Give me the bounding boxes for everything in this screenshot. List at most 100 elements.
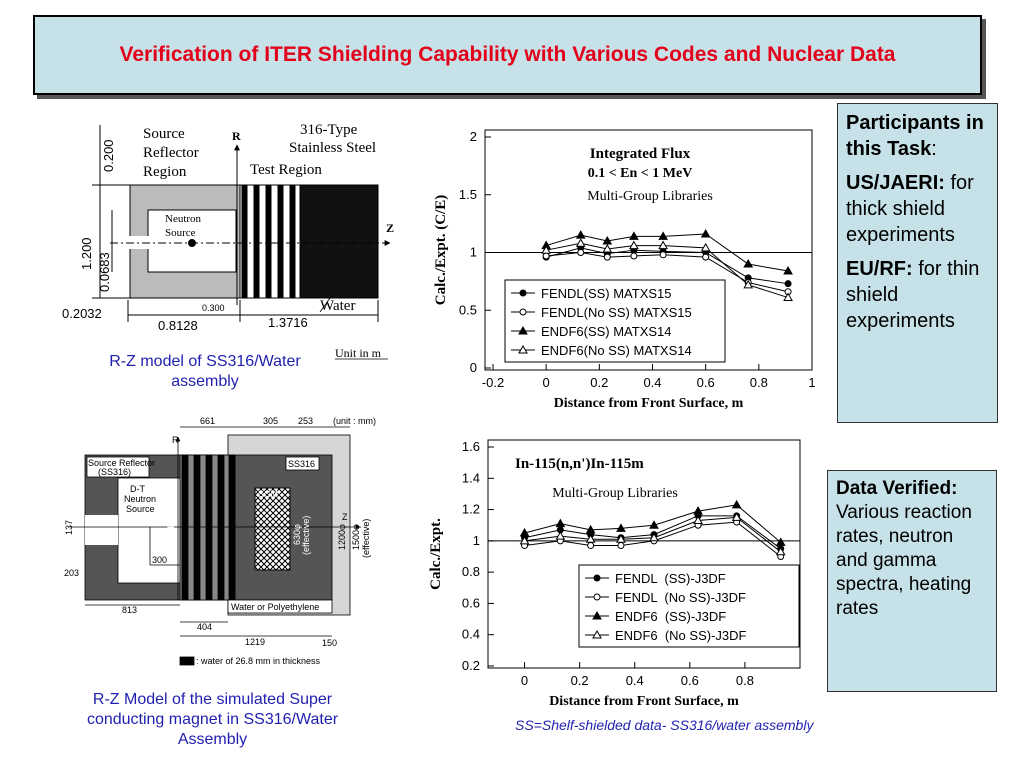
y-tick-label: 0.8 [462, 564, 480, 579]
x-tick-label: 0.6 [681, 673, 699, 688]
marker [775, 546, 786, 556]
marker [783, 292, 793, 302]
participant-name: US/JAERI: [846, 172, 945, 194]
series-line [524, 504, 782, 543]
marker [649, 520, 659, 529]
diagram1 [92, 125, 391, 360]
x-tick-label: 0.6 [697, 375, 715, 390]
participants-colon: : [931, 138, 937, 160]
marker [519, 535, 530, 545]
x-tick-label: 0.4 [643, 375, 661, 390]
y-tick-label: 0.5 [459, 302, 477, 317]
stripe [205, 454, 213, 601]
label: : water of 26.8 mm in thickness [196, 656, 321, 666]
stripe [217, 454, 225, 601]
chart-subtitle: 0.1 < En < 1 MeV [588, 166, 693, 181]
stripe [181, 454, 189, 601]
participant-name: EU/RF: [846, 258, 913, 280]
label: Source [126, 504, 155, 514]
marker [784, 280, 792, 288]
marker [541, 245, 552, 254]
label: D-T [130, 484, 145, 494]
label: SS316 [288, 459, 315, 469]
legend-marker [592, 610, 602, 620]
x-tick-label: 0.8 [750, 375, 768, 390]
label: 0.0683 [97, 252, 112, 292]
legend-marker [519, 289, 527, 297]
legend-label: FENDL(SS) MATXS15 [541, 286, 672, 301]
label: Region [143, 164, 187, 180]
diagram2-labels: 661 305 253 (unit : mm) R Source Reflect… [64, 416, 376, 666]
label: 137 [64, 520, 74, 535]
y-tick-label: 0 [470, 360, 477, 375]
legend-marker [593, 593, 601, 601]
series-line [546, 233, 789, 272]
x-tick-label: 0.2 [571, 673, 589, 688]
label: 305 [263, 416, 278, 426]
label: Reflector [143, 145, 199, 161]
leader [319, 297, 331, 313]
stripe [265, 184, 272, 299]
x-axis-label: Distance from Front Surface, m [549, 694, 739, 709]
legend-box [578, 564, 800, 648]
series-line [524, 515, 782, 550]
x-axis-label: Distance from Front Surface, m [554, 396, 744, 411]
legend-label: ENDF6 (SS)-J3DF [615, 609, 726, 624]
marker [731, 499, 742, 509]
marker [575, 238, 586, 247]
label: 0.2032 [62, 306, 102, 321]
marker [700, 229, 711, 238]
participants-heading: Participants in this Task [846, 112, 984, 160]
legend-label: ENDF6(SS) MATXS14 [541, 324, 672, 339]
marker [630, 252, 638, 260]
legend-label: ENDF6 (No SS)-J3DF [615, 628, 747, 643]
label: 661 [200, 416, 215, 426]
label: 1.200 [79, 237, 94, 270]
x-tick-label: 0 [543, 375, 550, 390]
data-verified-text: Various reaction rates, neutron and gamm… [836, 502, 972, 619]
marker [702, 253, 710, 261]
y-tick-label: 1.5 [459, 187, 477, 202]
marker [575, 230, 586, 239]
label: 1.3716 [268, 315, 308, 330]
x-tick-label: 0 [521, 673, 528, 688]
marker [743, 279, 754, 289]
legend-label: ENDF6(No SS) MATXS14 [541, 343, 692, 358]
chart-title: In-115(n,n')In-115m [515, 456, 644, 472]
y-tick-label: 1.4 [462, 470, 480, 485]
slide-title: Verification of ITER Shielding Capabilit… [119, 43, 896, 66]
data-verified-box: Data Verified: Various reaction rates, n… [827, 470, 997, 692]
marker [577, 249, 585, 256]
label: Unit in m [335, 346, 382, 360]
marker [700, 242, 711, 252]
y-tick-label: 1.6 [462, 439, 480, 454]
y-tick-label: 1 [470, 245, 477, 260]
label: 300 [152, 555, 167, 565]
plot-frame [487, 439, 801, 669]
label: 1200φ [337, 524, 347, 550]
label: Source [143, 126, 185, 142]
source-cavity [117, 477, 181, 584]
marker [775, 537, 786, 546]
marker [585, 524, 596, 534]
marker [693, 506, 703, 515]
series-line [524, 516, 782, 553]
channel [85, 515, 118, 545]
label: 0.300 [202, 303, 225, 313]
marker [649, 532, 659, 542]
marker [629, 231, 639, 240]
label: Source Reflector [88, 458, 155, 468]
marker [602, 235, 613, 245]
label: 253 [298, 416, 313, 426]
legend-marker [593, 574, 601, 582]
label: Neutron [165, 213, 202, 225]
stripe [277, 184, 284, 299]
y-tick-label: 1 [473, 533, 480, 548]
marker [617, 542, 625, 550]
legend-label: FENDL(No SS) MATXS15 [541, 305, 692, 320]
label: (unit : mm) [333, 416, 376, 426]
x-tick-label: 0.4 [626, 673, 644, 688]
label: Stainless Steel [289, 140, 376, 156]
stripe [241, 184, 248, 299]
y-axis-label: Calc./Expt. (C/E) [433, 195, 449, 305]
